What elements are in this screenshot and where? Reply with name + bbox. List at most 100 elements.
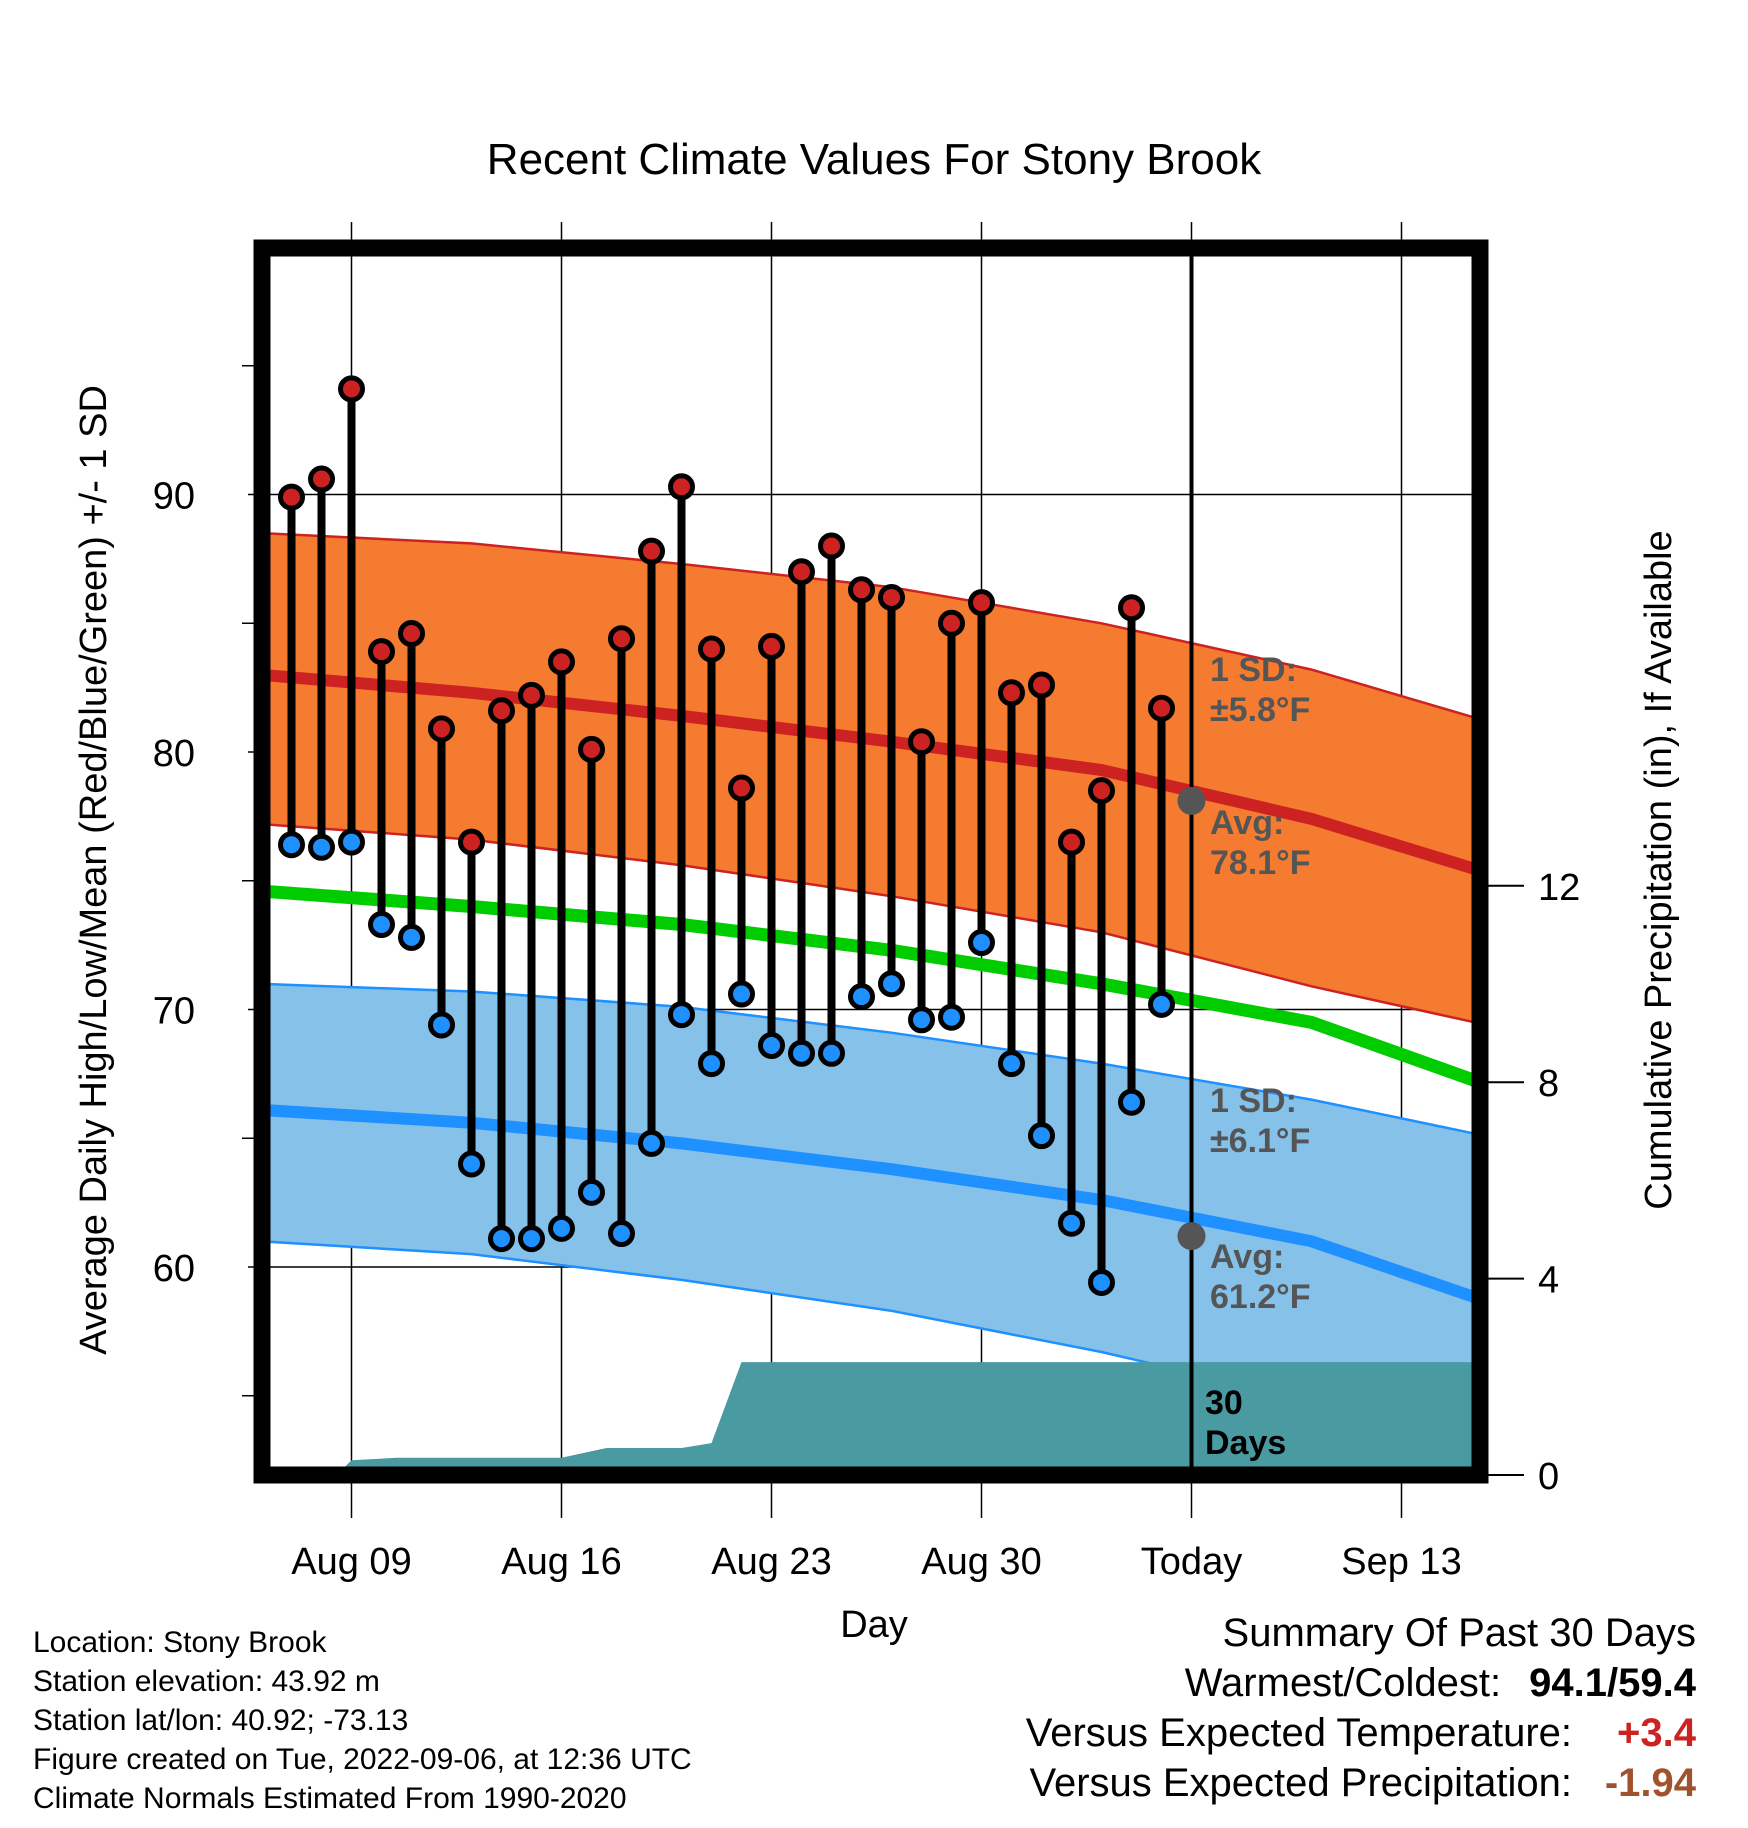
axes: 60 70 80 90 0 4 8 12 Aug 09 Aug 16 Aug 23 Aug 30 Tod… (153, 365, 1580, 1583)
summary-panel: Summary Of Past 30 Days Warmest/Coldest:… (796, 1608, 1696, 1808)
high-point (548, 648, 575, 676)
low-average-annotation-line-1: Avg: (1210, 1238, 1284, 1276)
warmest-coldest-label: Warmest/Coldest: (1184, 1661, 1502, 1705)
high-point (278, 483, 305, 511)
high-point (578, 735, 605, 763)
precip-window-annotation-line-1: 30 (1205, 1384, 1243, 1422)
high-point (1028, 671, 1055, 699)
low-point (878, 970, 905, 998)
x-tick-label: Sep 13 (1341, 1541, 1461, 1583)
low-point (338, 828, 365, 856)
y2-tick-label: 8 (1538, 1063, 1559, 1105)
high-point (458, 828, 485, 856)
low-point (608, 1220, 635, 1248)
high-point (1148, 694, 1175, 722)
low-point (818, 1039, 845, 1067)
x-tick-label: Aug 16 (501, 1541, 621, 1583)
low-point (1058, 1209, 1085, 1237)
x-tick-label: Today (1141, 1541, 1242, 1583)
coldest-value: 59.4 (1618, 1661, 1696, 1705)
high-point (728, 774, 755, 802)
low-point (1148, 990, 1175, 1018)
low-average-annotation-line-2: 61.2°F (1210, 1278, 1311, 1316)
high-average-annotation-line-2: 78.1°F (1210, 844, 1311, 882)
chart-title: Recent Climate Values For Stony Brook (487, 135, 1262, 184)
low-point (398, 923, 425, 951)
low-point (548, 1214, 575, 1242)
elevation-text: Station elevation: 43.92 m (33, 1665, 380, 1698)
low-sd-band (262, 983, 1480, 1470)
low-point (428, 1011, 455, 1039)
summary-title: Summary Of Past 30 Days (1222, 1611, 1696, 1655)
low-point (368, 911, 395, 939)
high-point (1088, 777, 1115, 805)
high-point (488, 697, 515, 725)
y-tick-label: 80 (153, 733, 195, 775)
high-point (998, 679, 1025, 707)
high-point (848, 576, 875, 604)
low-point (758, 1032, 785, 1060)
low-point (1028, 1122, 1055, 1150)
y-tick-label: 60 (153, 1248, 195, 1290)
daily-points (278, 375, 1175, 1296)
low-point (908, 1006, 935, 1034)
low-point (578, 1178, 605, 1206)
y-axis-label: Average Daily High/Low/Mean (Red/Blue/Gr… (73, 385, 115, 1355)
y-tick-label: 70 (153, 991, 195, 1033)
high-point (698, 635, 725, 663)
high-point (338, 375, 365, 403)
normals-text: Climate Normals Estimated From 1990-2020 (33, 1782, 627, 1815)
high-point (428, 715, 455, 743)
low-point (728, 980, 755, 1008)
high-point (668, 473, 695, 501)
x-axis-label: Day (840, 1604, 908, 1646)
high-point (968, 589, 995, 617)
high-point (368, 638, 395, 666)
high-point (308, 465, 335, 493)
warmest-value: 94.1 (1529, 1661, 1608, 1705)
station-info: Location: Stony Brook Station elevation:… (33, 1623, 933, 1818)
high-average-annotation-line-1: Avg: (1210, 804, 1284, 842)
high-point (1118, 594, 1145, 622)
high-point (878, 584, 905, 611)
y2-tick-label: 0 (1538, 1456, 1559, 1498)
plot-border (253, 239, 1489, 1484)
temp-anomaly-row: Versus Expected Temperature: +3.4 (796, 1708, 1696, 1758)
high-point (608, 625, 635, 653)
today-high-average-marker (1177, 786, 1206, 815)
precip-anomaly-label: Versus Expected Precipitation: (1029, 1761, 1572, 1805)
location-text: Location: Stony Brook (33, 1626, 327, 1659)
warmest-coldest-row: Warmest/Coldest: 94.1/59.4 (796, 1658, 1696, 1708)
low-point (518, 1225, 545, 1253)
low-point (998, 1050, 1025, 1078)
low-point (938, 1003, 965, 1031)
x-tick-label: Aug 30 (921, 1541, 1041, 1583)
low-point (1118, 1088, 1145, 1116)
high-point (638, 537, 665, 565)
low-point (278, 831, 305, 859)
high-point (518, 681, 545, 709)
plot-frame (253, 239, 1489, 1484)
precip-window-annotation-line-2: Days (1205, 1424, 1286, 1462)
today-low-average-marker (1177, 1222, 1206, 1251)
precip-anomaly-row: Versus Expected Precipitation: -1.94 (796, 1758, 1696, 1808)
y2-tick-label: 4 (1538, 1260, 1559, 1302)
low-point (668, 1001, 695, 1029)
warmest-coldest-separator: / (1607, 1661, 1619, 1705)
low-point (788, 1039, 815, 1067)
precip-fill (336, 1362, 1522, 1475)
x-tick-label: Aug 09 (291, 1541, 411, 1583)
high-point (938, 609, 965, 637)
temp-anomaly-value: +3.4 (1617, 1711, 1696, 1755)
high-sd-annotation-line-2: ±5.8°F (1210, 691, 1310, 729)
high-point (788, 558, 815, 586)
high-point (908, 728, 935, 756)
low-sd-annotation-line-1: 1 SD: (1210, 1082, 1297, 1120)
daily-range-bars (287, 388, 1166, 1283)
high-sd-annotation-line-1: 1 SD: (1210, 651, 1297, 689)
created-text: Figure created on Tue, 2022-09-06, at 12… (33, 1743, 692, 1776)
y2-axis-label: Cumulative Precipitation (in), If Availa… (1638, 530, 1680, 1209)
high-point (398, 620, 425, 648)
